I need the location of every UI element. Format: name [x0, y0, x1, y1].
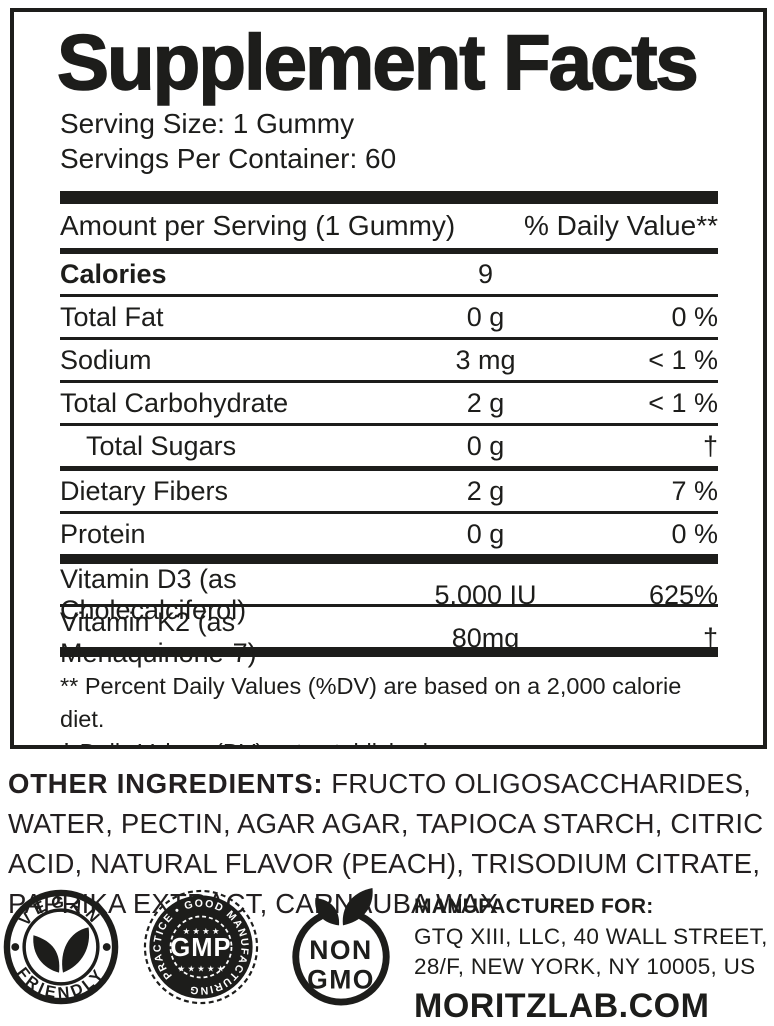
- gmp-badge-icon: PRACTICE • GOOD MANUFACTURING ★ ★ ★ ★ GM…: [143, 889, 259, 1005]
- certification-badges: VEGAN FRIENDLY PRACTICE • GOOD MANUFACTU…: [2, 888, 400, 1006]
- divider: [60, 604, 718, 607]
- table-row-calories: Calories 9: [60, 258, 494, 289]
- non-gmo-badge-icon: NON GMO: [292, 888, 390, 1006]
- serving-info: Serving Size: 1 Gummy Servings Per Conta…: [60, 106, 718, 176]
- svg-text:GMP: GMP: [170, 934, 231, 962]
- footnotes: ** Percent Daily Values (%DV) are based …: [60, 670, 718, 745]
- table-row-total-fat: Total Fat 0 g 0 %: [60, 301, 718, 332]
- leaf-icon: [62, 927, 90, 973]
- divider: [60, 380, 718, 383]
- divider-header: [60, 248, 718, 254]
- header-amount-per-serving: Amount per Serving (1 Gummy): [60, 210, 456, 241]
- footnote-dagger: † Daily Values (DV) not established.: [60, 736, 718, 745]
- serving-size: Serving Size: 1 Gummy: [60, 108, 355, 139]
- manufacturer-address-line1: GTQ XIII, LLC, 40 WALL STREET,: [414, 924, 768, 949]
- table-row-vitamin-k2: Vitamin K2 (as Menaquinone-7) 80mg †: [60, 607, 718, 668]
- header-daily-value: % Daily Value**: [523, 210, 718, 241]
- table-row-dietary-fibers: Dietary Fibers 2 g 7 %: [60, 475, 718, 506]
- divider: [60, 466, 718, 471]
- divider-thick: [60, 554, 718, 564]
- supplement-facts-panel: Supplement Facts Serving Size: 1 Gummy S…: [10, 8, 767, 749]
- table-row-total-carbohydrate: Total Carbohydrate 2 g < 1 %: [60, 387, 718, 418]
- table-row-sodium: Sodium 3 mg < 1 %: [60, 344, 718, 375]
- divider: [60, 511, 718, 514]
- manufacturer-website: MORITZLAB.COM: [414, 987, 710, 1025]
- leaf-icon: [342, 888, 373, 926]
- stars-top: ★ ★ ★ ★: [183, 926, 220, 936]
- footnote-daily-values: ** Percent Daily Values (%DV) are based …: [60, 673, 682, 732]
- divider-top-thick: [60, 191, 718, 204]
- vegan-friendly-badge-icon: VEGAN FRIENDLY: [3, 889, 119, 1005]
- servings-per-container: Servings Per Container: 60: [60, 143, 397, 174]
- divider: [60, 337, 718, 340]
- other-ingredients-list: FRUCTO OLIGOSACCHARIDES, WATER, PECTIN, …: [8, 768, 764, 919]
- table-row-total-sugars: Total Sugars 0 g †: [86, 430, 718, 461]
- panel-title: Supplement Facts: [56, 18, 699, 106]
- svg-text:NON: NON: [309, 935, 372, 965]
- divider: [60, 423, 718, 426]
- manufacturer-info: MANUFACTURED FOR: GTQ XIII, LLC, 40 WALL…: [414, 888, 768, 1026]
- table-header: Amount per Serving (1 Gummy) % Daily Val…: [60, 204, 718, 248]
- manufactured-for-label: MANUFACTURED FOR:: [414, 895, 654, 918]
- leaf-icon: [315, 897, 340, 926]
- divider-thick: [60, 647, 718, 657]
- other-ingredients: OTHER INGREDIENTS: FRUCTO OLIGOSACCHARID…: [8, 764, 772, 924]
- svg-text:VEGAN: VEGAN: [16, 893, 106, 929]
- divider: [60, 294, 718, 297]
- table-row-vitamin-d3: Vitamin D3 (as Cholecalciferol) 5.000 IU…: [60, 564, 718, 625]
- footer: VEGAN FRIENDLY PRACTICE • GOOD MANUFACTU…: [2, 888, 772, 1026]
- table-row-protein: Protein 0 g 0 %: [60, 518, 718, 549]
- svg-text:GMO: GMO: [307, 964, 375, 994]
- other-ingredients-label: OTHER INGREDIENTS:: [8, 768, 324, 799]
- leaf-icon: [33, 935, 60, 973]
- stars-bottom: ★ ★ ★ ★ ★: [178, 964, 225, 974]
- manufacturer-address-line2: 28/F, NEW YORK, NY 10005, US: [414, 954, 756, 979]
